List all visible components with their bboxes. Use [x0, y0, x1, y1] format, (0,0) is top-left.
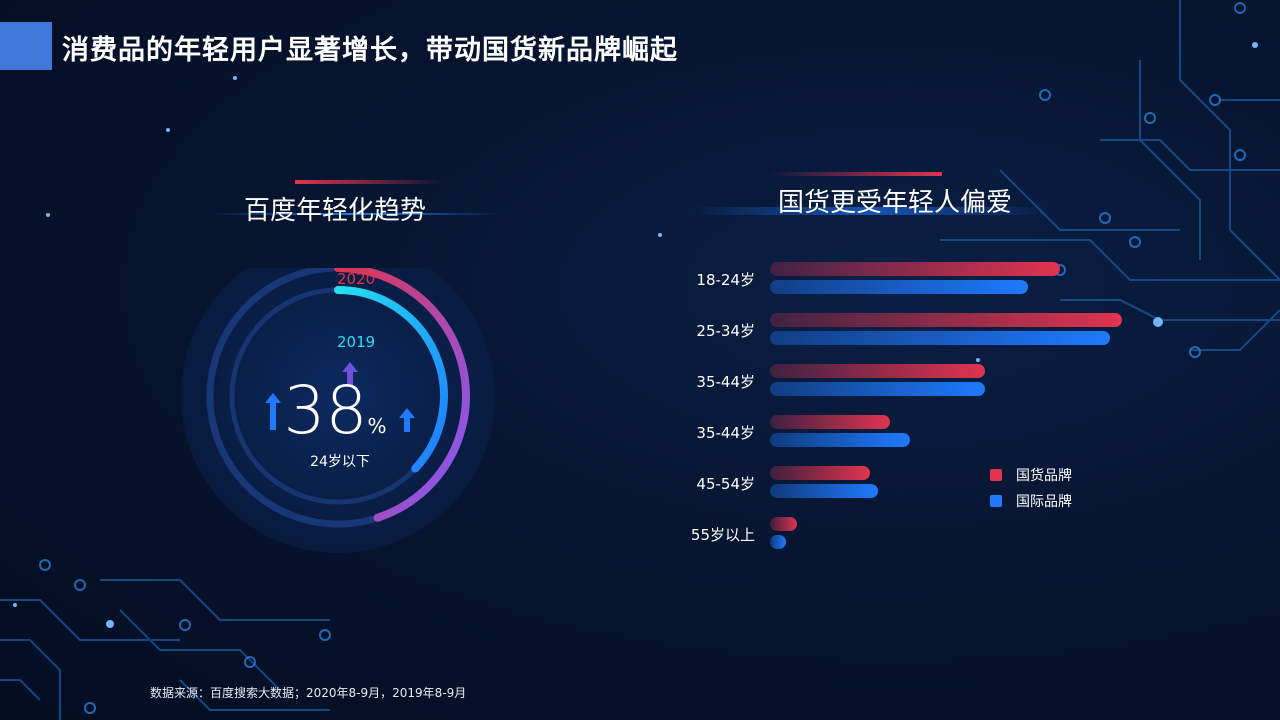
percentage-readout: 38% [170, 372, 500, 449]
bar-domestic [770, 466, 870, 480]
bar-international [770, 535, 786, 549]
bar-domestic [770, 415, 890, 429]
arrow-icons [265, 362, 415, 432]
bar-domestic [770, 517, 797, 531]
gauge-label-2019: 2019 [337, 333, 376, 351]
title-accent-block [0, 22, 52, 70]
gauge-arc-2020 [334, 264, 470, 522]
page-title: 消费品的年轻用户显著增长，带动国货新品牌崛起 [62, 35, 678, 66]
gauge-chart [178, 239, 498, 553]
bar-international [770, 382, 985, 396]
legend-item-international: 国际品牌 [990, 488, 1072, 514]
up-arrow-icon [265, 393, 281, 430]
title-decoration [210, 213, 500, 215]
category-label: 55岁以上 [691, 526, 755, 544]
chart-legend: 国货品牌 国际品牌 [990, 462, 1072, 514]
gauge-disc [181, 239, 495, 553]
percentage-unit: % [367, 414, 387, 438]
legend-swatch [990, 469, 1002, 481]
category-label: 18-24岁 [696, 271, 755, 289]
percentage-value: 38 [283, 372, 368, 449]
legend-swatch [990, 495, 1002, 507]
age-note: 24岁以下 [310, 454, 370, 470]
legend-label: 国际品牌 [1016, 494, 1072, 510]
gauge-label-2020: 2020 [337, 270, 376, 288]
bar-domestic [770, 262, 1060, 276]
title-decoration [770, 172, 942, 176]
bar-chart: 18-24岁 25-34岁 35-44岁 35-44岁 45-54岁 55岁以上 [691, 262, 1122, 549]
bar-international [770, 280, 1028, 294]
category-label: 45-54岁 [696, 475, 755, 493]
bar-international [770, 433, 910, 447]
category-label: 35-44岁 [696, 424, 755, 442]
gauge-arc-2019 [334, 286, 448, 473]
title-decoration [690, 207, 1050, 215]
up-arrow-icon [342, 362, 358, 386]
bar-chart-title: 国货更受年轻人偏爱 [777, 188, 1012, 218]
data-source-note: 数据来源：百度搜索大数据；2020年8-9月，2019年8-9月 [150, 686, 467, 700]
category-label: 25-34岁 [696, 322, 755, 340]
bar-international [770, 484, 878, 498]
category-label: 35-44岁 [696, 373, 755, 391]
gauge-title: 百度年轻化趋势 [243, 196, 426, 226]
bar-international [770, 331, 1110, 345]
bar-domestic [770, 364, 985, 378]
up-arrow-icon [399, 408, 415, 432]
title-decoration [295, 180, 445, 184]
legend-label: 国货品牌 [1016, 468, 1072, 484]
legend-item-domestic: 国货品牌 [990, 462, 1072, 488]
bar-domestic [770, 313, 1122, 327]
